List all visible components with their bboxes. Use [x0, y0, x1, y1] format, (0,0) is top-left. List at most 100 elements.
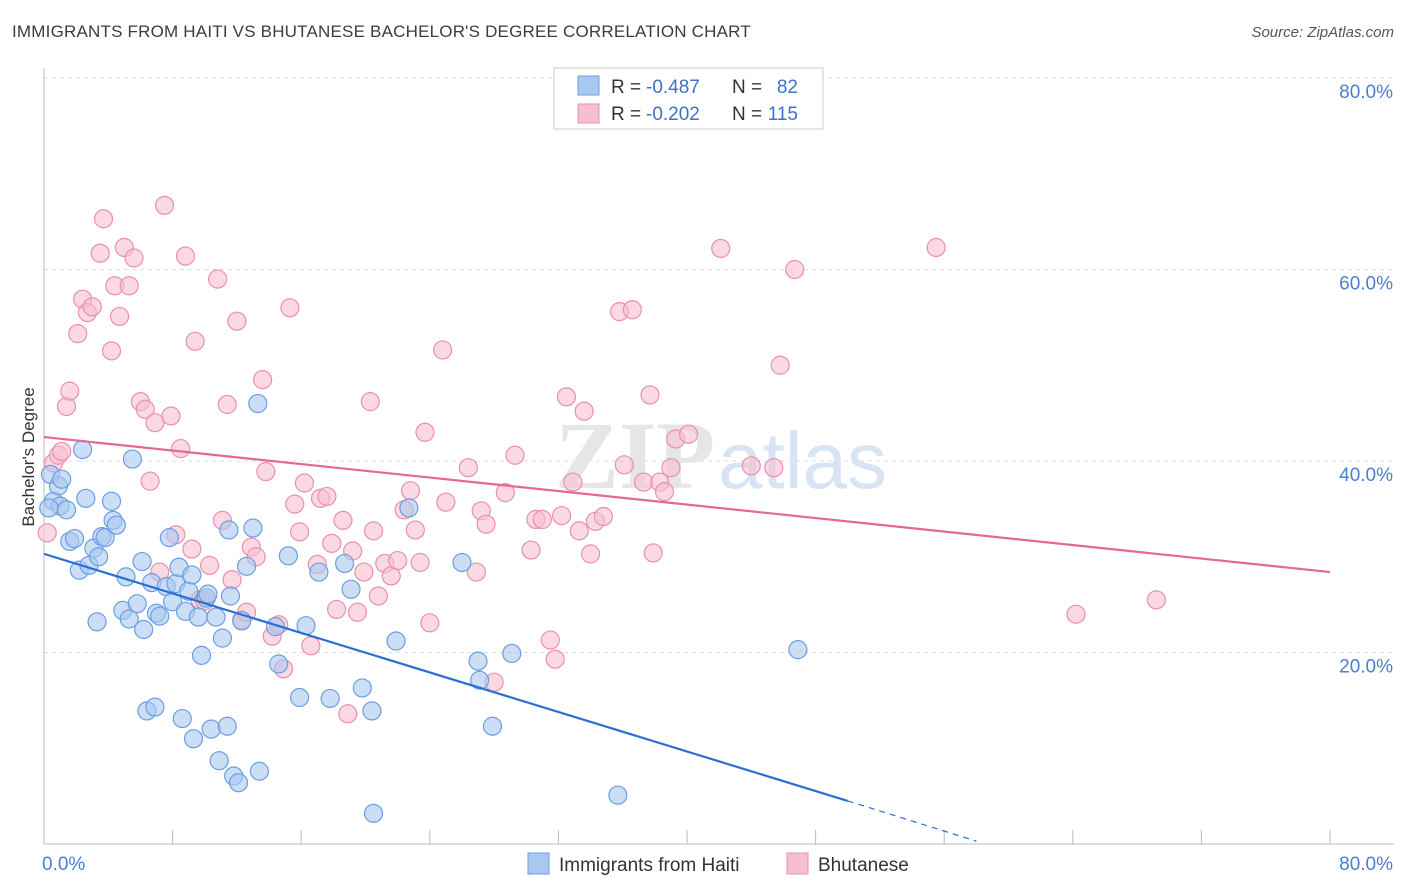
haiti-points	[39, 393, 808, 823]
bhutanese-point	[643, 543, 663, 563]
bhutanese-point	[227, 311, 247, 331]
bhutanese-point	[654, 482, 675, 502]
haiti-point	[188, 607, 208, 627]
bhutanese-point	[368, 586, 388, 606]
haiti-point	[217, 716, 237, 736]
chart-title: IMMIGRANTS FROM HAITI VS BHUTANESE BACHE…	[12, 22, 751, 41]
haiti-point	[87, 612, 107, 632]
x-tick-marks	[43, 830, 1331, 844]
bhutanese-point	[410, 552, 430, 573]
bhutanese-point	[633, 472, 654, 492]
haiti-point	[183, 729, 204, 749]
bhutanese-point	[388, 550, 408, 571]
bhutanese-point	[405, 520, 425, 540]
legend-bhutanese-n-value: 115	[768, 104, 798, 125]
haiti-point	[470, 670, 490, 690]
bhutanese-point	[208, 269, 228, 289]
bhutanese-point	[119, 276, 139, 296]
haiti-point	[212, 628, 233, 648]
bhutanese-point	[145, 413, 165, 433]
haiti-point	[76, 488, 96, 508]
haiti-point	[243, 518, 263, 538]
bhutanese-point	[135, 399, 155, 419]
y-tick-label-80: 80.0%	[1339, 82, 1393, 103]
haiti-point	[182, 565, 202, 585]
haiti-point	[209, 751, 229, 771]
haiti-point	[119, 609, 139, 629]
bhutanese-point	[593, 506, 614, 527]
bhutanese-point	[280, 298, 300, 318]
haiti-point	[320, 688, 340, 709]
legend-haiti-r-value: -0.487	[646, 77, 700, 98]
legend-bhutanese-r-value: -0.202	[646, 104, 700, 125]
bhutanese-point	[185, 331, 205, 351]
bhutanese-point	[161, 406, 181, 426]
bhutanese-point	[1066, 604, 1086, 624]
bhutanese-point	[622, 300, 642, 320]
legend-bhutanese-r-label: R =	[611, 104, 641, 125]
bhutanese-point	[68, 324, 88, 344]
bhutanese-point	[415, 422, 435, 442]
source-credit: Source: ZipAtlas.com	[1251, 24, 1394, 41]
y-axis-label: Bachelor's Degree	[19, 387, 38, 526]
y-tick-label-20: 20.0%	[1339, 657, 1393, 678]
haiti-point	[362, 701, 382, 721]
haiti-point	[236, 556, 257, 576]
bhutanese-point	[711, 238, 731, 259]
bhutanese-point	[540, 630, 560, 650]
bhutanese-point	[770, 355, 790, 375]
bhutanese-point	[322, 533, 342, 553]
bhutanese-point	[458, 458, 478, 478]
haiti-point	[278, 546, 298, 566]
bhutanese-point	[360, 392, 380, 412]
haiti-point	[502, 643, 522, 664]
bhutanese-point	[82, 297, 102, 317]
bhutanese-point	[154, 195, 175, 215]
bhutanese-point	[285, 494, 305, 514]
haiti-trend-line	[43, 552, 849, 802]
bhutanese-point	[333, 510, 353, 530]
bhutanese-point	[253, 370, 273, 390]
haiti-point	[608, 785, 628, 805]
haiti-point	[122, 449, 143, 469]
bhutanese-point	[556, 387, 577, 407]
haiti-point	[249, 761, 270, 781]
haiti-point	[352, 678, 372, 698]
haiti-point	[468, 651, 488, 671]
bhutanese-point	[217, 394, 237, 415]
bhutanese-trend-line	[43, 435, 1331, 574]
haiti-point	[89, 547, 109, 567]
haiti-point	[341, 579, 361, 599]
haiti-point	[399, 498, 419, 518]
bhutanese-point	[90, 243, 110, 263]
bhutanese-point	[569, 521, 589, 541]
bottom-legend-bhutanese-label: Bhutanese	[818, 855, 909, 876]
bhutanese-point	[466, 562, 487, 582]
y-tick-labels: 20.0% 40.0% 60.0% 80.0%	[1339, 82, 1393, 678]
haiti-point	[52, 469, 72, 489]
haiti-point	[101, 491, 122, 511]
bhutanese-point	[289, 522, 310, 542]
bhutanese-point	[354, 562, 374, 582]
haiti-point	[386, 631, 406, 651]
haiti-point	[335, 553, 355, 574]
haiti-point	[289, 687, 310, 708]
legend-haiti-n-label: N =	[732, 77, 762, 98]
bhutanese-point	[363, 521, 384, 541]
bhutanese-point	[436, 492, 456, 512]
bhutanese-point	[301, 636, 321, 656]
correlation-legend: R = -0.487 N = 82 R = -0.202 N = 115	[553, 67, 824, 130]
haiti-point	[201, 719, 221, 739]
x-tick-label-min: 0.0%	[42, 854, 85, 875]
bhutanese-point	[640, 385, 660, 405]
bhutanese-point	[679, 424, 699, 444]
haiti-point	[127, 594, 147, 614]
bhutanese-point	[574, 401, 594, 421]
bhutanese-point	[661, 458, 681, 478]
bhutanese-point	[545, 649, 565, 669]
bhutanese-point	[532, 509, 552, 530]
bhutanese-point	[222, 570, 242, 590]
haiti-point	[172, 708, 192, 729]
series-legend: Immigrants from Haiti Bhutanese	[527, 852, 909, 876]
